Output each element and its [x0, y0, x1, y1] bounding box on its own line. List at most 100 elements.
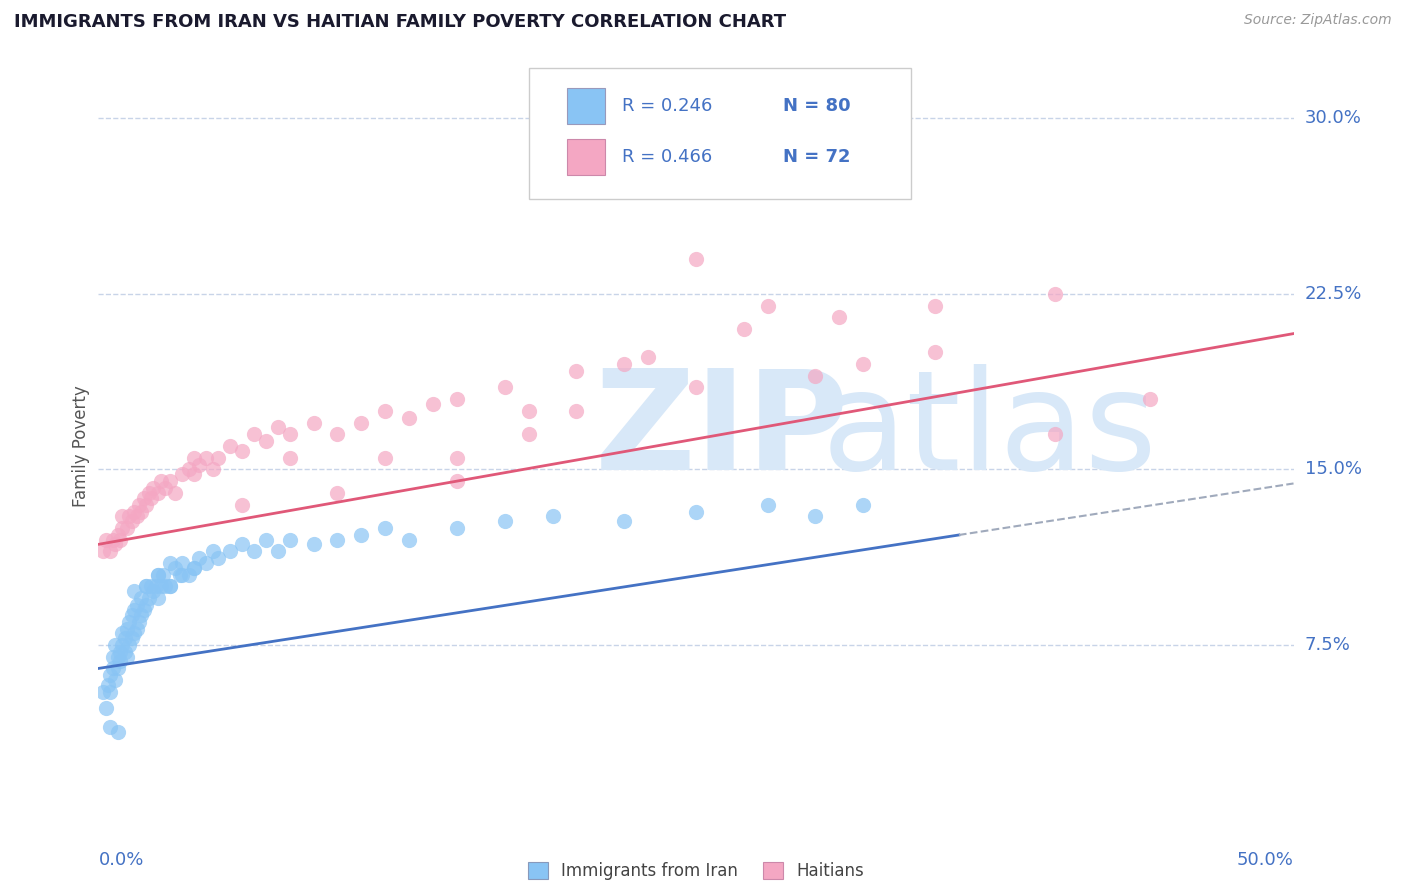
Point — [91, 544, 114, 558]
Point — [326, 533, 349, 547]
Point — [121, 514, 143, 528]
Point — [231, 537, 253, 551]
Point — [135, 498, 157, 512]
Point — [254, 533, 277, 547]
Point — [685, 380, 707, 394]
Point — [494, 380, 516, 394]
Point — [1043, 286, 1066, 301]
Point — [131, 591, 153, 606]
Point — [101, 661, 124, 675]
Point — [828, 310, 851, 325]
Point — [115, 521, 138, 535]
Point — [148, 485, 170, 500]
Point — [148, 591, 170, 606]
Point — [115, 649, 138, 664]
Point — [231, 443, 253, 458]
Point — [187, 458, 209, 472]
Point — [565, 404, 588, 418]
Point — [924, 345, 946, 359]
Point — [132, 491, 155, 505]
Point — [131, 505, 153, 519]
Text: 15.0%: 15.0% — [1305, 460, 1361, 478]
Point — [1139, 392, 1161, 407]
Point — [128, 498, 150, 512]
Point — [422, 397, 444, 411]
Point — [446, 450, 468, 465]
Point — [326, 485, 349, 500]
Point — [1043, 427, 1066, 442]
Point — [398, 533, 420, 547]
Point — [278, 450, 301, 465]
Point — [202, 462, 225, 476]
Point — [107, 724, 129, 739]
Point — [179, 567, 201, 582]
Point — [142, 481, 165, 495]
Point — [124, 505, 146, 519]
Point — [207, 450, 229, 465]
Point — [97, 678, 120, 692]
Point — [350, 416, 373, 430]
Point — [302, 537, 325, 551]
Text: 50.0%: 50.0% — [1237, 851, 1294, 869]
Point — [541, 509, 564, 524]
Point — [183, 450, 205, 465]
Point — [148, 567, 170, 582]
Point — [517, 404, 540, 418]
Point — [254, 434, 277, 449]
Point — [135, 599, 157, 613]
Point — [118, 638, 141, 652]
Text: 30.0%: 30.0% — [1305, 109, 1361, 128]
Point — [685, 252, 707, 266]
Point — [108, 533, 131, 547]
FancyBboxPatch shape — [567, 87, 605, 124]
Point — [111, 626, 134, 640]
Point — [517, 427, 540, 442]
Point — [124, 626, 146, 640]
Point — [108, 645, 131, 659]
Point — [114, 645, 136, 659]
Point — [163, 561, 186, 575]
Point — [101, 649, 124, 664]
Point — [350, 528, 373, 542]
Point — [135, 580, 157, 594]
Text: Source: ZipAtlas.com: Source: ZipAtlas.com — [1244, 13, 1392, 28]
Point — [159, 474, 181, 488]
Point — [132, 603, 155, 617]
Point — [852, 498, 875, 512]
Point — [278, 427, 301, 442]
Point — [169, 567, 191, 582]
Text: 0.0%: 0.0% — [98, 851, 143, 869]
Point — [446, 474, 468, 488]
Point — [267, 420, 290, 434]
Point — [111, 509, 134, 524]
Point — [159, 556, 181, 570]
Point — [172, 567, 194, 582]
Point — [207, 551, 229, 566]
Text: IMMIGRANTS FROM IRAN VS HAITIAN FAMILY POVERTY CORRELATION CHART: IMMIGRANTS FROM IRAN VS HAITIAN FAMILY P… — [14, 13, 786, 31]
Point — [172, 556, 194, 570]
Point — [107, 649, 129, 664]
Point — [243, 427, 266, 442]
Point — [565, 364, 588, 378]
Point — [104, 673, 127, 688]
Point — [374, 521, 396, 535]
Point — [125, 622, 148, 636]
Point — [756, 298, 779, 313]
Point — [125, 599, 148, 613]
Point — [374, 404, 396, 418]
Text: R = 0.466: R = 0.466 — [621, 148, 711, 166]
Point — [804, 368, 827, 383]
Point — [98, 720, 122, 734]
Point — [326, 427, 349, 442]
Point — [183, 561, 205, 575]
Point — [924, 298, 946, 313]
Point — [267, 544, 290, 558]
Point — [155, 580, 177, 594]
Point — [114, 631, 136, 645]
Point — [98, 544, 122, 558]
Point — [118, 615, 141, 629]
Point — [107, 528, 129, 542]
Point — [685, 505, 707, 519]
Point — [183, 561, 205, 575]
Y-axis label: Family Poverty: Family Poverty — [72, 385, 90, 507]
